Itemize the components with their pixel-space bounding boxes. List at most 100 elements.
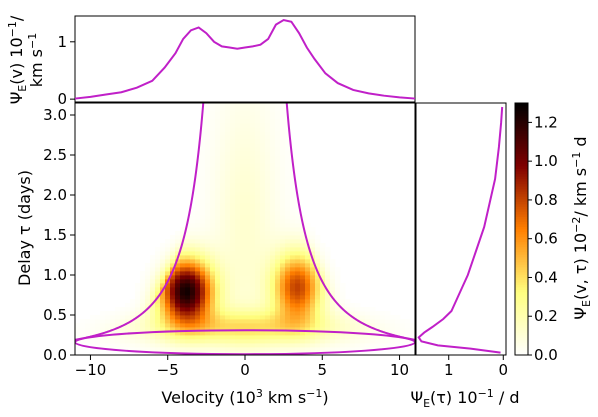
heatmap-cell [160, 319, 166, 324]
heatmap-cell [255, 351, 261, 355]
heatmap-cell [285, 227, 291, 232]
colorbar-tick-label: 0.2 [534, 307, 558, 325]
heatmap-cell [250, 151, 256, 156]
heatmap-cell [220, 347, 226, 352]
heatmap-cell [350, 319, 356, 324]
heatmap-cell [210, 159, 216, 164]
heatmap-cell [165, 291, 171, 296]
heatmap-cell [270, 119, 276, 124]
heatmap-cell [255, 227, 261, 232]
heatmap-cell [190, 303, 196, 308]
heatmap-cell [275, 223, 281, 228]
heatmap-cell [225, 195, 231, 200]
heatmap-cell [270, 207, 276, 212]
heatmap-cell [225, 207, 231, 212]
heatmap-cell [160, 283, 166, 288]
heatmap-cell [200, 167, 206, 172]
heatmap-cell [210, 147, 216, 152]
heatmap-cell [325, 279, 331, 284]
heatmap-cell [195, 259, 201, 264]
heatmap-cell [265, 179, 271, 184]
heatmap-cell [260, 223, 266, 228]
heatmap-cell [335, 307, 341, 312]
heatmap-cell [195, 331, 201, 336]
heatmap-cell [195, 315, 201, 320]
heatmap-cell [165, 287, 171, 292]
heatmap-cell [265, 239, 271, 244]
heatmap-cell [270, 103, 276, 108]
heatmap-cell [325, 339, 331, 344]
heatmap-cell [145, 339, 151, 344]
heatmap-cell [225, 127, 231, 132]
heatmap-cell [255, 235, 261, 240]
heatmap-cell [205, 279, 211, 284]
ellipse [75, 329, 415, 355]
heatmap-cell [300, 299, 306, 304]
heatmap-cell [295, 327, 301, 332]
heatmap-cell [275, 151, 281, 156]
heatmap-cell [160, 243, 166, 248]
heatmap-cell [145, 263, 151, 268]
heatmap-cell [240, 227, 246, 232]
heatmap-cell [220, 167, 226, 172]
heatmap-cell [270, 123, 276, 128]
heatmap-cell [195, 343, 201, 348]
heatmap-cell [255, 343, 261, 348]
heatmap-cell [205, 227, 211, 232]
heatmap-cell [220, 163, 226, 168]
heatmap-cell [230, 271, 236, 276]
heatmap-cell [215, 271, 221, 276]
heatmap-cell [150, 299, 156, 304]
heatmap-cell [290, 287, 296, 292]
heatmap-cell [155, 259, 161, 264]
heatmap-cell [155, 339, 161, 344]
heatmap-cell [215, 231, 221, 236]
heatmap-cell [165, 243, 171, 248]
heatmap-cell [395, 327, 401, 332]
colorbar-band [515, 256, 528, 260]
heatmap-cell [220, 315, 226, 320]
heatmap-cell [190, 279, 196, 284]
heatmap-cell [175, 267, 181, 272]
colorbar-band [515, 269, 528, 273]
heatmap-cell [280, 239, 286, 244]
heatmap-cell [265, 227, 271, 232]
colorbar-band [515, 135, 528, 139]
heatmap-cell [215, 287, 221, 292]
colorbar-band [515, 123, 528, 127]
colorbar-band [515, 160, 528, 164]
heatmap-cell [245, 207, 251, 212]
colorbar-label: ΨE(v, τ) 10−2/ km s−1 d [570, 136, 593, 319]
heatmap-cell [200, 183, 206, 188]
heatmap-cell [200, 175, 206, 180]
heatmap-cell [265, 295, 271, 300]
heatmap-cell [285, 271, 291, 276]
heatmap-cell [220, 207, 226, 212]
heatmap-cell [305, 251, 311, 256]
heatmap-cell [185, 255, 191, 260]
heatmap-cell [185, 315, 191, 320]
heatmap-cell [100, 315, 106, 320]
heatmap-cell [285, 307, 291, 312]
heatmap-cell [115, 335, 121, 340]
right-xtick-label: 0 [498, 361, 508, 379]
heatmap-cell [235, 263, 241, 268]
heatmap-cell [215, 211, 221, 216]
heatmap-cell [375, 323, 381, 328]
heatmap-cell [325, 323, 331, 328]
heatmap-cell [155, 251, 161, 256]
heatmap-cell [220, 255, 226, 260]
heatmap-cell [205, 187, 211, 192]
heatmap-cell [255, 339, 261, 344]
heatmap-cell [215, 207, 221, 212]
heatmap-cell [135, 323, 141, 328]
heatmap-cell [225, 107, 231, 112]
heatmap-cell [220, 311, 226, 316]
colorbar-band [515, 286, 528, 290]
heatmap-cell [230, 171, 236, 176]
heatmap-cell [245, 115, 251, 120]
heatmap-cell [140, 271, 146, 276]
heatmap-cell [325, 263, 331, 268]
heatmap-cell [280, 151, 286, 156]
heatmap-cell [175, 299, 181, 304]
